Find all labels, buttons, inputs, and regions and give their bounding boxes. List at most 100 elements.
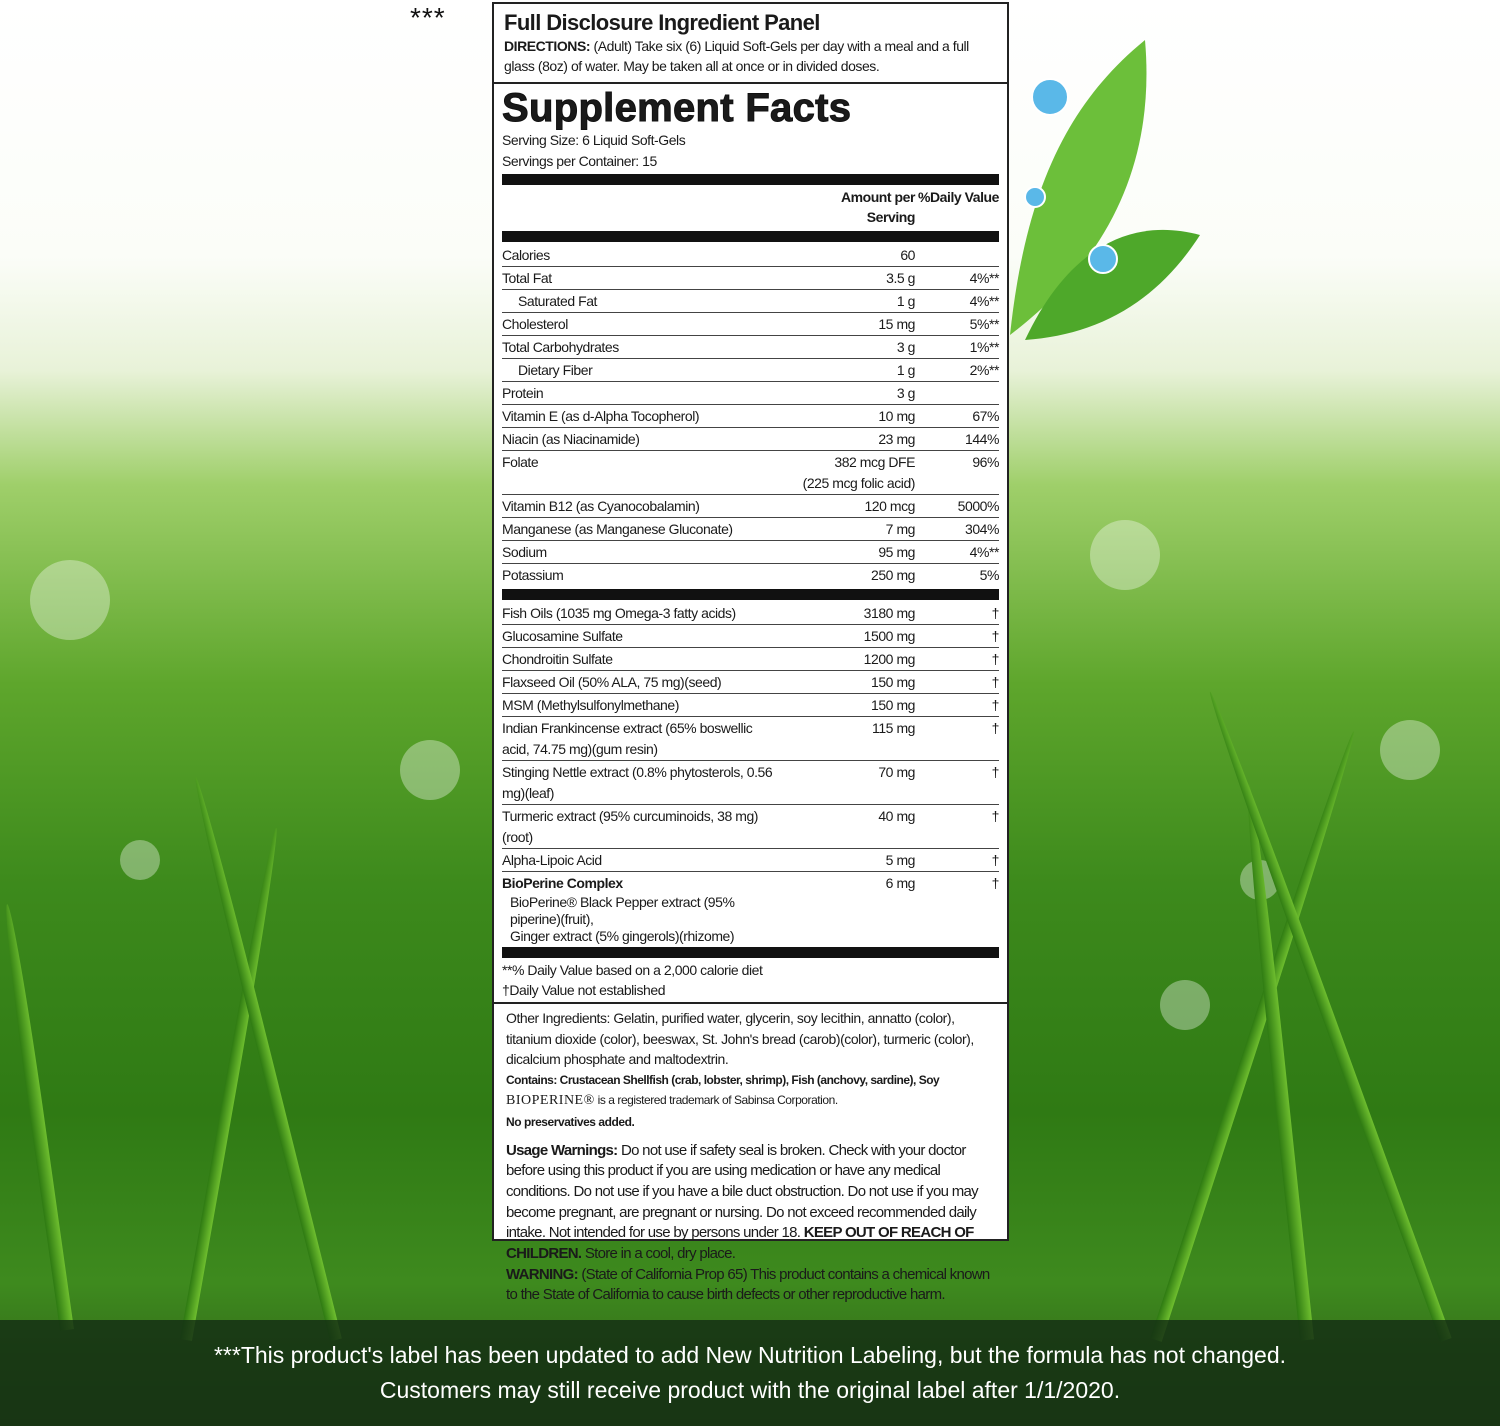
amount: 120 mcg (775, 496, 915, 517)
daily-value: † (991, 628, 1000, 644)
daily-value: 5% (979, 567, 1000, 583)
ingredient-name: Indian Frankincense extract (65% boswell… (502, 718, 775, 760)
table-row: Alpha-Lipoic Acid 5 mg † (502, 849, 999, 872)
nutrient-table: Calories 60 Total Fat 3.5 g 4%** Saturated Fa… (502, 244, 999, 587)
amount-value: 3180 mg (863, 605, 916, 621)
ingredient-label: Potassium (502, 567, 564, 583)
ingredient-name: BioPerine Complex BioPerine® Black Pepper… (502, 873, 775, 945)
ingredient-name: Vitamin B12 (as Cyanocobalamin) (502, 496, 775, 517)
column-headers: Amount per Serving %Daily Value (502, 187, 1000, 229)
bioperine-logo: BIOPERINE® (506, 1092, 595, 1108)
ingredient-label: Flaxseed Oil (50% ALA, 75 mg)(seed) (502, 674, 722, 690)
ingredient-name: Saturated Fat (502, 291, 775, 312)
supplement-panel: Full Disclosure Ingredient Panel DIRECTI… (492, 2, 1009, 1303)
amount: 70 mg (775, 762, 915, 804)
ingredient-label: Saturated Fat (518, 293, 597, 309)
bokeh (1160, 980, 1210, 1030)
table-row: Total Carbohydrates 3 g 1%** (502, 336, 999, 359)
warnings: Usage Warnings: Do not use if safety sea… (506, 1141, 995, 1307)
ingredient-label: Total Fat (502, 270, 552, 286)
amount-value: 120 mcg (864, 498, 915, 514)
ingredient-label: Sodium (502, 544, 547, 560)
bokeh (1090, 520, 1160, 590)
ingredient-name: Potassium (502, 565, 775, 587)
amount: 1500 mg (775, 626, 916, 647)
ingredient-label: Alpha-Lipoic Acid (502, 852, 602, 868)
table-row: BioPerine Complex BioPerine® Black Pepper… (502, 872, 999, 945)
facts-heading: Supplement Facts (502, 86, 852, 131)
table-row: Turmeric extract (95% curcuminoids, 38 m… (502, 805, 999, 849)
table-row: Stinging Nettle extract (0.8% phytostero… (502, 761, 999, 805)
grass-blade (0, 903, 74, 1331)
ingredient-name: Manganese (as Manganese Gluconate) (502, 519, 775, 540)
daily-value: 5000% (957, 498, 1000, 514)
bokeh (30, 560, 110, 640)
ingredient-label: Calories (502, 247, 550, 263)
keep-out-of-reach: KEEP OUT OF REACH OF CHILDREN. (506, 1224, 974, 1263)
ingredient-name: Cholesterol (502, 314, 775, 335)
daily-value: 5%** (969, 316, 1000, 332)
amount: 3.5 g (775, 268, 915, 289)
amount-value: 150 mg (871, 674, 915, 690)
amount: 5 mg (775, 850, 916, 871)
amount: 60 (775, 245, 915, 266)
ingredient-label: Vitamin E (as d-Alpha Tocopherol) (502, 408, 700, 424)
ingredient-label: Dietary Fiber (518, 362, 593, 378)
storage-text: Store in a cool, dry place. (584, 1245, 736, 1263)
prop65-text: (State of California Prop 65) This produ… (506, 1265, 990, 1304)
ingredient-label: Glucosamine Sulfate (502, 628, 623, 644)
daily-value (915, 245, 999, 266)
daily-value: † (991, 651, 1000, 667)
directions-text: (Adult) Take six (6) Liquid Soft-Gels pe… (504, 38, 969, 74)
ingredient-label: Chondroitin Sulfate (502, 651, 613, 667)
trademark-text: is a registered trademark of Sabinsa Cor… (597, 1092, 839, 1107)
amount-value: 70 mg (878, 764, 915, 780)
table-row: Total Fat 3.5 g 4%** (502, 267, 999, 290)
divider-bar (502, 174, 999, 185)
table-row: Indian Frankincense extract (65% boswell… (502, 717, 999, 761)
divider-bar (502, 231, 999, 242)
amount-value: 150 mg (871, 697, 915, 713)
table-row: Fish Oils (1035 mg Omega-3 fatty acids) 3… (502, 602, 999, 625)
label-update-banner: ***This product's label has been updated… (0, 1320, 1500, 1426)
daily-value: † (991, 720, 1000, 736)
ingredient-name: Sodium (502, 542, 775, 563)
ingredients-section: Other Ingredients: Gelatin, purified wat… (494, 1002, 1007, 1306)
ingredient-subline: Ginger extract (5% gingerols)(rhizome) (510, 928, 735, 944)
table-row: Folate 382 mcg DFE (225 mcg folic acid) 96% (502, 451, 999, 495)
amount-value: 40 mg (878, 808, 915, 824)
leaf-illustration (1010, 40, 1200, 340)
other-ingredients: Other Ingredients: Gelatin, purified wat… (506, 1010, 974, 1067)
usage-warnings-text: Do not use if safety seal is broken. Che… (506, 1141, 979, 1242)
amount-value: 3.5 g (886, 270, 915, 286)
bokeh (400, 740, 460, 800)
ingredient-name: Turmeric extract (95% curcuminoids, 38 m… (502, 806, 775, 848)
amount-value: 1 g (896, 293, 916, 309)
ingredient-name: Chondroitin Sulfate (502, 649, 775, 670)
ingredient-name: Niacin (as Niacinamide) (502, 429, 775, 450)
amount-value: 10 mg (878, 408, 915, 424)
daily-value: † (991, 605, 1000, 621)
footnote-not-established: †Daily Value not established (502, 982, 666, 998)
amount-value: 6 mg (885, 875, 916, 891)
table-row: Saturated Fat 1 g 4%** (502, 290, 999, 313)
amount: 3 g (775, 383, 916, 404)
table-row: Chondroitin Sulfate 1200 mg † (502, 648, 999, 671)
ingredient-label: Niacin (as Niacinamide) (502, 431, 640, 447)
ingredient-label: Vitamin B12 (as Cyanocobalamin) (502, 498, 700, 514)
ingredient-name: Stinging Nettle extract (0.8% phytostero… (502, 762, 775, 804)
ingredient-label: BioPerine Complex (502, 875, 623, 891)
servings-per-container: Servings per Container: 15 (502, 153, 657, 169)
daily-value: 4%** (969, 544, 1000, 560)
daily-value (915, 383, 999, 404)
ingredient-name: Dietary Fiber (502, 360, 775, 381)
ingredient-label: Folate (502, 454, 539, 470)
table-row: Potassium 250 mg 5% (502, 564, 999, 587)
amount: 3 g (775, 337, 916, 358)
ingredient-subline: BioPerine® Black Pepper extract (95% pip… (510, 894, 735, 927)
amount-header: Amount per Serving (840, 189, 916, 225)
daily-value: 144% (964, 431, 999, 447)
ingredient-name: Flaxseed Oil (50% ALA, 75 mg)(seed) (502, 672, 775, 693)
panel-title: Full Disclosure Ingredient Panel (504, 10, 820, 35)
ingredient-label: Total Carbohydrates (502, 339, 619, 355)
